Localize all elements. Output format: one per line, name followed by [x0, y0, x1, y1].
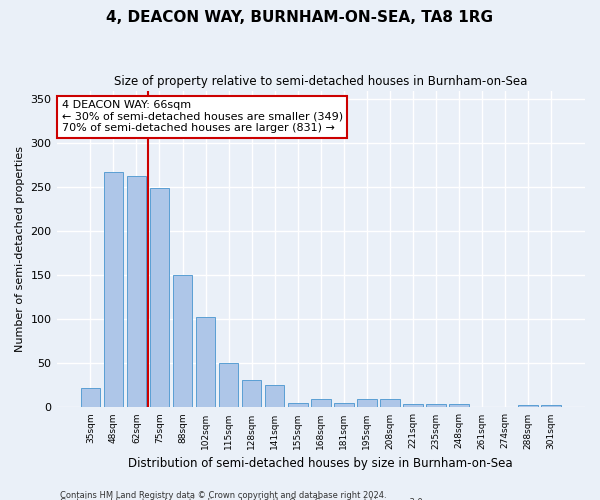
Text: 4, DEACON WAY, BURNHAM-ON-SEA, TA8 1RG: 4, DEACON WAY, BURNHAM-ON-SEA, TA8 1RG — [107, 10, 493, 25]
Bar — [449, 404, 469, 407]
Bar — [380, 398, 400, 407]
Bar — [127, 176, 146, 408]
Bar — [149, 188, 169, 408]
Y-axis label: Number of semi-detached properties: Number of semi-detached properties — [15, 146, 25, 352]
Bar — [311, 398, 331, 407]
Bar — [196, 317, 215, 408]
Bar — [426, 404, 446, 407]
X-axis label: Distribution of semi-detached houses by size in Burnham-on-Sea: Distribution of semi-detached houses by … — [128, 457, 513, 470]
Bar — [357, 398, 377, 407]
Bar — [403, 404, 423, 407]
Bar — [288, 403, 308, 407]
Bar — [104, 172, 123, 408]
Bar — [518, 405, 538, 407]
Bar — [80, 388, 100, 407]
Bar — [173, 276, 193, 407]
Text: Contains HM Land Registry data © Crown copyright and database right 2024.: Contains HM Land Registry data © Crown c… — [60, 490, 386, 500]
Bar — [219, 362, 238, 408]
Bar — [242, 380, 262, 407]
Bar — [334, 403, 353, 407]
Bar — [265, 386, 284, 407]
Text: 4 DEACON WAY: 66sqm
← 30% of semi-detached houses are smaller (349)
70% of semi-: 4 DEACON WAY: 66sqm ← 30% of semi-detach… — [62, 100, 343, 134]
Text: Contains public sector information licensed under the Open Government Licence v3: Contains public sector information licen… — [60, 498, 425, 500]
Title: Size of property relative to semi-detached houses in Burnham-on-Sea: Size of property relative to semi-detach… — [114, 75, 527, 88]
Bar — [541, 405, 561, 407]
